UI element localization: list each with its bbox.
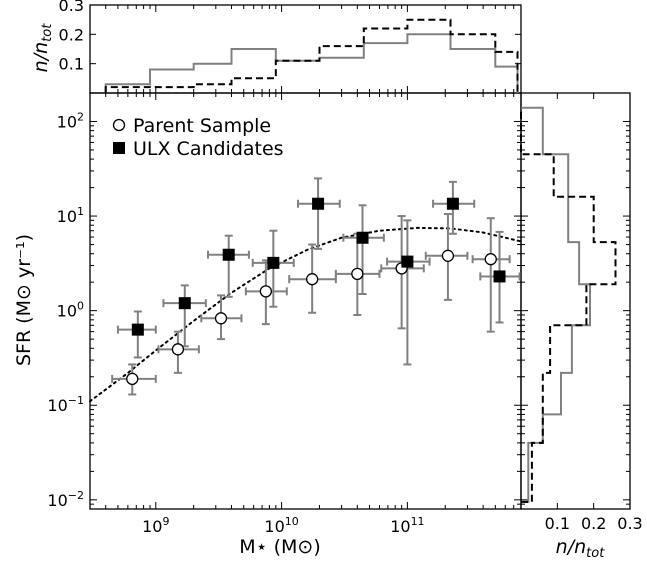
ulx-point-marker (356, 231, 369, 244)
y-tick-label: 100 (57, 300, 84, 321)
right-x-label-sub: tot (586, 546, 605, 561)
main-plot-area (89, 177, 522, 403)
parent-point-marker (441, 249, 455, 262)
ulx-point-marker (222, 248, 235, 261)
top-y-axis-label: n/ntot (30, 23, 55, 73)
y-tick-label: 10−1 (47, 394, 84, 415)
top-y-tick-label: 0.1 (59, 55, 84, 74)
y-tick-label: 102 (57, 110, 84, 131)
top-hist-ulx (104, 18, 519, 93)
right-x-tick-label: 0.3 (617, 514, 642, 533)
top-ticks: 0.1 0.2 0.3 (59, 0, 522, 93)
main-y-axis-label: SFR (M⊙ yr⁻¹) (13, 234, 35, 366)
right-ticks: 0.1 0.2 0.3 (521, 92, 643, 533)
x-tick-label: 109 (142, 515, 169, 536)
legend-ulx-label: ULX Candidates (133, 138, 284, 160)
top-axes-frame (89, 4, 522, 94)
x-tick-label: 1010 (264, 515, 298, 536)
parent-point-marker (126, 372, 139, 386)
main-ticks: 109 1010 1011 10−2 10−1 100 101 102 (47, 92, 522, 536)
ulx-point-marker (446, 197, 459, 210)
top-y-label-sub: tot (40, 23, 55, 42)
top-histogram (104, 18, 519, 93)
ulx-point-marker (267, 256, 280, 269)
ulx-point-marker (493, 270, 506, 283)
parent-point-marker (484, 253, 497, 266)
parent-point-marker (171, 343, 185, 356)
legend-ulx-marker (113, 142, 125, 154)
y-tick-label: 10−2 (47, 489, 84, 510)
parent-point-marker (351, 267, 364, 280)
main-x-axis-label: M⋆ (M⊙) (239, 536, 320, 558)
right-x-axis-label: n/ntot (556, 536, 606, 561)
right-x-label-main: n/n (556, 536, 587, 558)
ulx-point-marker (312, 197, 325, 210)
ulx-point-marker (178, 297, 191, 310)
y-tick-label: 101 (57, 205, 84, 226)
model-curve (89, 226, 522, 403)
parent-point-marker (214, 312, 228, 325)
right-x-tick-label: 0.1 (545, 514, 570, 533)
parent-point-marker (306, 273, 319, 286)
right-histogram (520, 106, 617, 503)
legend: Parent Sample ULX Candidates (112, 115, 284, 160)
ulx-point-marker (401, 255, 414, 268)
x-tick-label: 1011 (390, 515, 424, 536)
right-hist-ulx (520, 107, 617, 503)
legend-parent-marker (112, 118, 126, 132)
legend-parent-label: Parent Sample (133, 115, 271, 137)
parent-point-marker (259, 285, 273, 298)
ulx-point-marker (131, 323, 144, 336)
top-y-tick-label: 0.3 (59, 0, 84, 15)
top-y-tick-label: 0.2 (59, 25, 84, 44)
top-hist-parent (104, 33, 519, 93)
right-x-tick-label: 0.2 (581, 514, 606, 533)
top-y-label-main: n/n (30, 42, 52, 73)
right-axes-frame (520, 92, 631, 510)
